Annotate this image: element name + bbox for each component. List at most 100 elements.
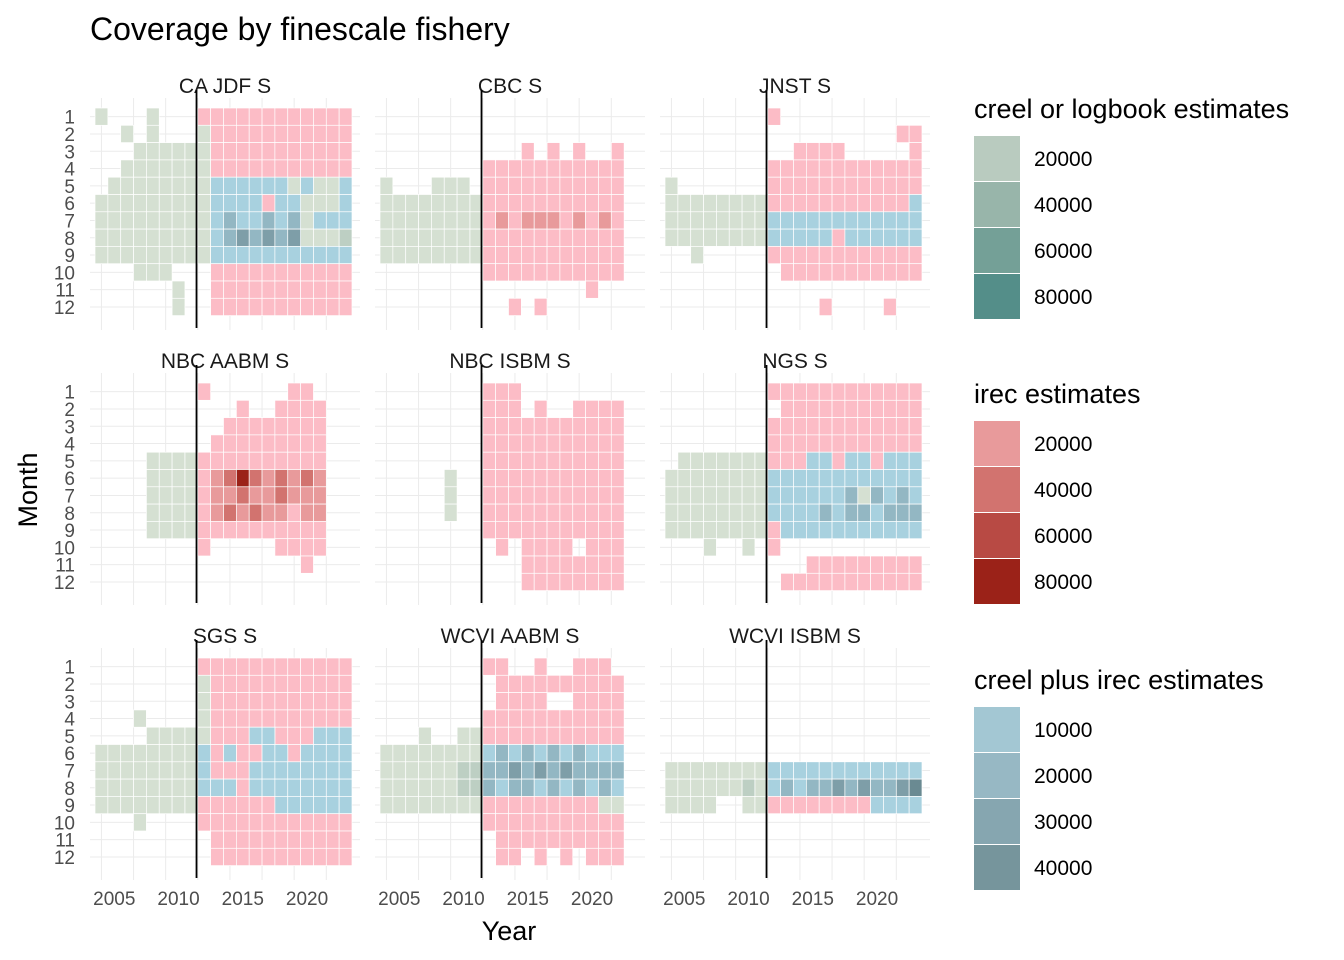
irec-cell: [210, 451, 224, 470]
irec-cell: [313, 674, 327, 693]
irec-cell: [223, 830, 237, 849]
creel-cell: [379, 194, 394, 213]
irec-cell: [546, 521, 561, 540]
irec-cell: [610, 399, 625, 418]
irec-cell: [287, 417, 301, 436]
plus-cell: [325, 211, 340, 230]
creel-cell: [171, 176, 186, 195]
irec-cell: [325, 142, 340, 161]
irec-cell: [559, 813, 574, 832]
irec-cell: [236, 124, 250, 143]
plus-cell: [883, 469, 897, 488]
plus-cell: [818, 778, 833, 797]
plus-cell: [610, 761, 625, 780]
irec-cell: [857, 555, 871, 574]
irec-cell: [197, 796, 212, 815]
irec-cell: [585, 709, 599, 728]
plus-cell: [908, 469, 923, 488]
creel-cell: [120, 761, 134, 780]
irec-cell: [338, 657, 353, 676]
irec-cell: [610, 451, 625, 470]
creel-cell: [456, 176, 471, 195]
irec-cell: [300, 399, 314, 418]
irec-cell: [598, 211, 612, 230]
creel-cell: [431, 194, 445, 213]
irec-cell: [248, 796, 263, 815]
irec-cell: [793, 176, 807, 195]
irec-cell: [508, 503, 522, 522]
irec-cell: [287, 382, 301, 401]
irec-cell: [261, 417, 276, 436]
y-tick-label: 3: [64, 692, 75, 713]
panel-cells: [664, 107, 923, 316]
irec-cell: [559, 434, 574, 453]
irec-cell: [236, 761, 250, 780]
facet-panel: WCVI ISBM S 2005 2010 2015 2020: [660, 625, 930, 910]
irec-cell: [831, 228, 846, 247]
irec-cell: [767, 538, 781, 557]
irec-cell: [533, 726, 548, 745]
creel-cell: [171, 486, 186, 505]
irec-cell: [818, 142, 833, 161]
plus-cell: [508, 744, 522, 763]
plus-cell: [223, 176, 237, 195]
plus-cell: [223, 246, 237, 265]
irec-cell: [598, 263, 612, 282]
plus-cell: [313, 761, 327, 780]
irec-cell: [236, 142, 250, 161]
irec-cell: [508, 709, 522, 728]
irec-cell: [585, 503, 599, 522]
irec-cell: [338, 142, 353, 161]
irec-cell: [313, 830, 327, 849]
irec-cell: [883, 246, 897, 265]
irec-cell: [598, 555, 612, 574]
irec-cell: [236, 847, 250, 866]
creel-cell: [418, 211, 432, 230]
irec-cell: [223, 434, 237, 453]
plus-cell: [793, 211, 807, 230]
creel-cell: [456, 778, 471, 797]
irec-cell: [482, 159, 496, 178]
irec-cell: [844, 434, 859, 453]
irec-cell: [857, 263, 871, 282]
creel-cell: [133, 761, 147, 780]
irec-cell: [248, 830, 263, 849]
irec-cell: [223, 107, 237, 126]
y-axis-title: Month: [13, 452, 43, 527]
irec-cell: [598, 521, 612, 540]
irec-cell: [338, 124, 353, 143]
plus-cell: [287, 796, 301, 815]
plus-cell: [857, 503, 871, 522]
plus-cell: [857, 761, 871, 780]
irec-cell: [210, 796, 224, 815]
irec-cell: [274, 657, 289, 676]
irec-cell: [546, 159, 561, 178]
irec-cell: [559, 674, 574, 693]
creel-cell: [392, 778, 407, 797]
creel-cell: [300, 211, 314, 230]
creel-cell: [158, 246, 173, 265]
plus-cell: [559, 778, 574, 797]
irec-cell: [313, 709, 327, 728]
plus-cell: [883, 451, 897, 470]
irec-cell: [585, 813, 599, 832]
irec-cell: [805, 194, 820, 213]
creel-cell: [664, 228, 679, 247]
irec-cell: [508, 469, 522, 488]
plus-cell: [780, 469, 794, 488]
x-tick-label: 2010: [157, 889, 199, 910]
irec-cell: [495, 503, 509, 522]
facet-label: CA JDF S: [179, 75, 271, 98]
irec-cell: [533, 486, 548, 505]
irec-cell: [780, 434, 794, 453]
creel-cell: [94, 107, 109, 126]
plus-cell: [274, 176, 289, 195]
irec-cell: [559, 176, 574, 195]
creel-cell: [325, 228, 340, 247]
creel-cell: [133, 176, 147, 195]
irec-cell: [546, 538, 561, 557]
plus-cell: [210, 246, 224, 265]
irec-cell: [300, 124, 314, 143]
plus-cell: [805, 761, 820, 780]
irec-cell: [300, 503, 314, 522]
